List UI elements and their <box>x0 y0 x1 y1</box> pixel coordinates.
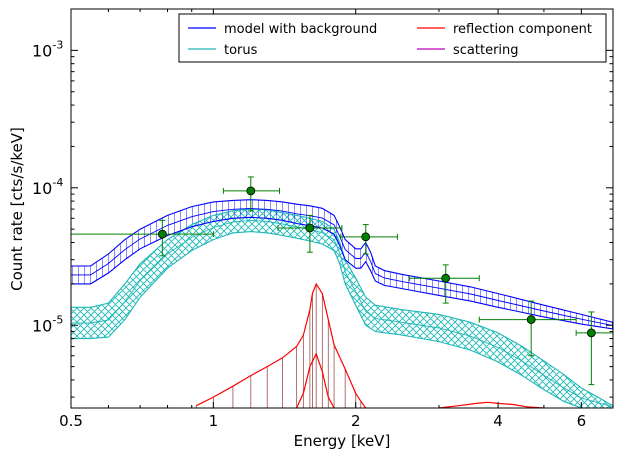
data-point <box>222 176 281 212</box>
model-with-background-lower-line <box>71 216 613 330</box>
plot-area <box>71 176 613 408</box>
plot-frame <box>70 8 614 409</box>
model-with-background-upper-line <box>71 199 613 323</box>
x-axis-ticks: 0.5 1 2 4 6 <box>59 9 614 430</box>
reflection-component-line <box>438 401 544 408</box>
torus-band <box>71 209 613 408</box>
model-bands <box>71 199 613 408</box>
x-tick-label: 4 <box>493 412 503 430</box>
data-marker <box>157 229 167 239</box>
data-marker <box>586 328 596 338</box>
legend-label-reflection: reflection component <box>453 22 592 37</box>
data-point <box>277 214 343 253</box>
data-point <box>340 224 398 255</box>
data-point <box>409 264 480 304</box>
legend-box <box>178 13 607 63</box>
legend: model with background torus reflection c… <box>178 13 607 63</box>
torus-lower-line <box>71 231 613 408</box>
model-lines <box>71 199 613 408</box>
data-marker <box>246 186 256 196</box>
x-axis-label: Energy [keV] <box>294 432 391 450</box>
model-with-background-band <box>71 199 613 329</box>
y-tick-label: 10-4 <box>32 176 63 198</box>
data-marker <box>526 315 536 324</box>
torus-upper-line <box>71 208 613 407</box>
y-axis-label: Count rate [cts/s/keV] <box>8 127 26 291</box>
data-marker <box>305 223 315 233</box>
model-with-background-mid-line <box>71 208 613 327</box>
legend-label-model: model with background <box>224 22 377 37</box>
data-marker <box>441 273 451 283</box>
data-marker <box>361 232 371 242</box>
legend-label-torus: torus <box>224 43 258 58</box>
x-tick-label: 6 <box>577 412 587 430</box>
data-point <box>71 219 214 257</box>
x-tick-label: 0.5 <box>59 412 83 430</box>
x-tick-label: 2 <box>351 412 361 430</box>
y-tick-label: 10-3 <box>32 38 63 60</box>
y-axis-ticks: 10-5 10-4 10-3 <box>32 8 613 398</box>
x-tick-label: 1 <box>209 412 219 430</box>
torus-mid-line <box>71 219 613 408</box>
data-point <box>575 311 613 386</box>
data-point <box>478 300 577 357</box>
legend-label-scattering: scattering <box>453 43 519 58</box>
data-points <box>71 176 613 386</box>
reflection-component-line <box>296 352 335 408</box>
reflection-component-line <box>195 282 367 408</box>
y-tick-label: 10-5 <box>32 313 63 335</box>
